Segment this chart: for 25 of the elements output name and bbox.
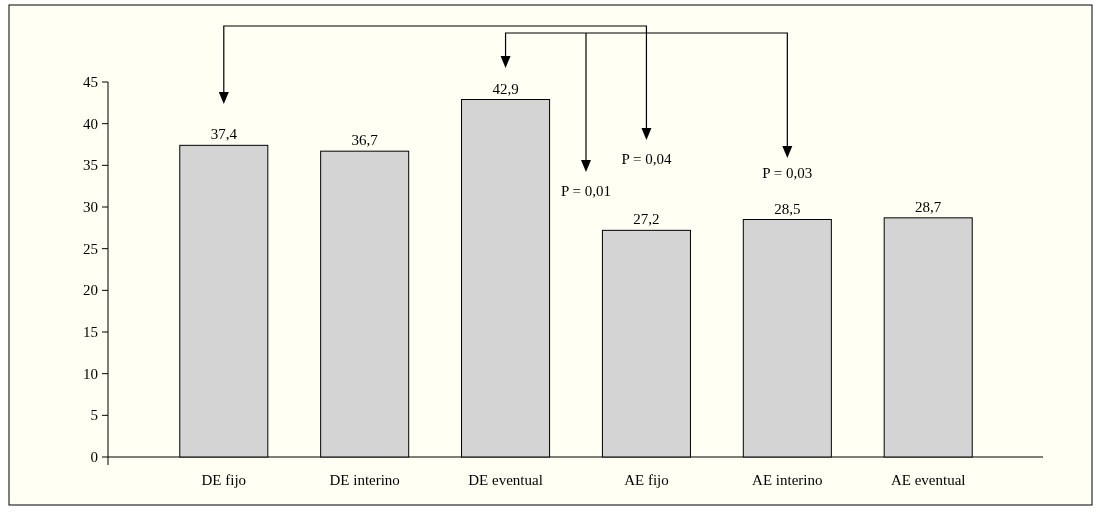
y-tick-label: 45 (83, 74, 98, 90)
y-tick-label: 5 (90, 407, 98, 424)
y-tick-label: 40 (83, 115, 98, 132)
x-tick-label: AE interino (752, 472, 823, 488)
x-tick-label: AE fijo (624, 472, 669, 488)
x-tick-label: DE fijo (201, 472, 247, 488)
data-label: 42,9 (492, 80, 519, 97)
annotation: P = 0,03 (762, 165, 813, 181)
y-tick-label: 15 (83, 324, 98, 340)
data-label: 37,4 (210, 126, 238, 143)
y-tick-label: 20 (83, 282, 98, 299)
y-tick-label: 35 (83, 157, 98, 174)
y-tick-label: 30 (83, 199, 98, 215)
annotation: P = 0,01 (561, 183, 611, 199)
x-tick-label: DE eventual (468, 472, 543, 488)
data-label: 28,7 (915, 198, 942, 215)
x-tick-label: DE interino (329, 472, 400, 488)
y-tick-label: 10 (83, 365, 98, 382)
data-label: 36,7 (351, 132, 379, 149)
data-label: 27,2 (633, 211, 660, 228)
y-tick-label: 0 (90, 449, 98, 465)
y-tick-label: 25 (83, 240, 98, 257)
data-label: 28,5 (774, 200, 801, 217)
annotation: P = 0,04 (621, 151, 672, 167)
x-tick-label: AE eventual (890, 472, 966, 488)
